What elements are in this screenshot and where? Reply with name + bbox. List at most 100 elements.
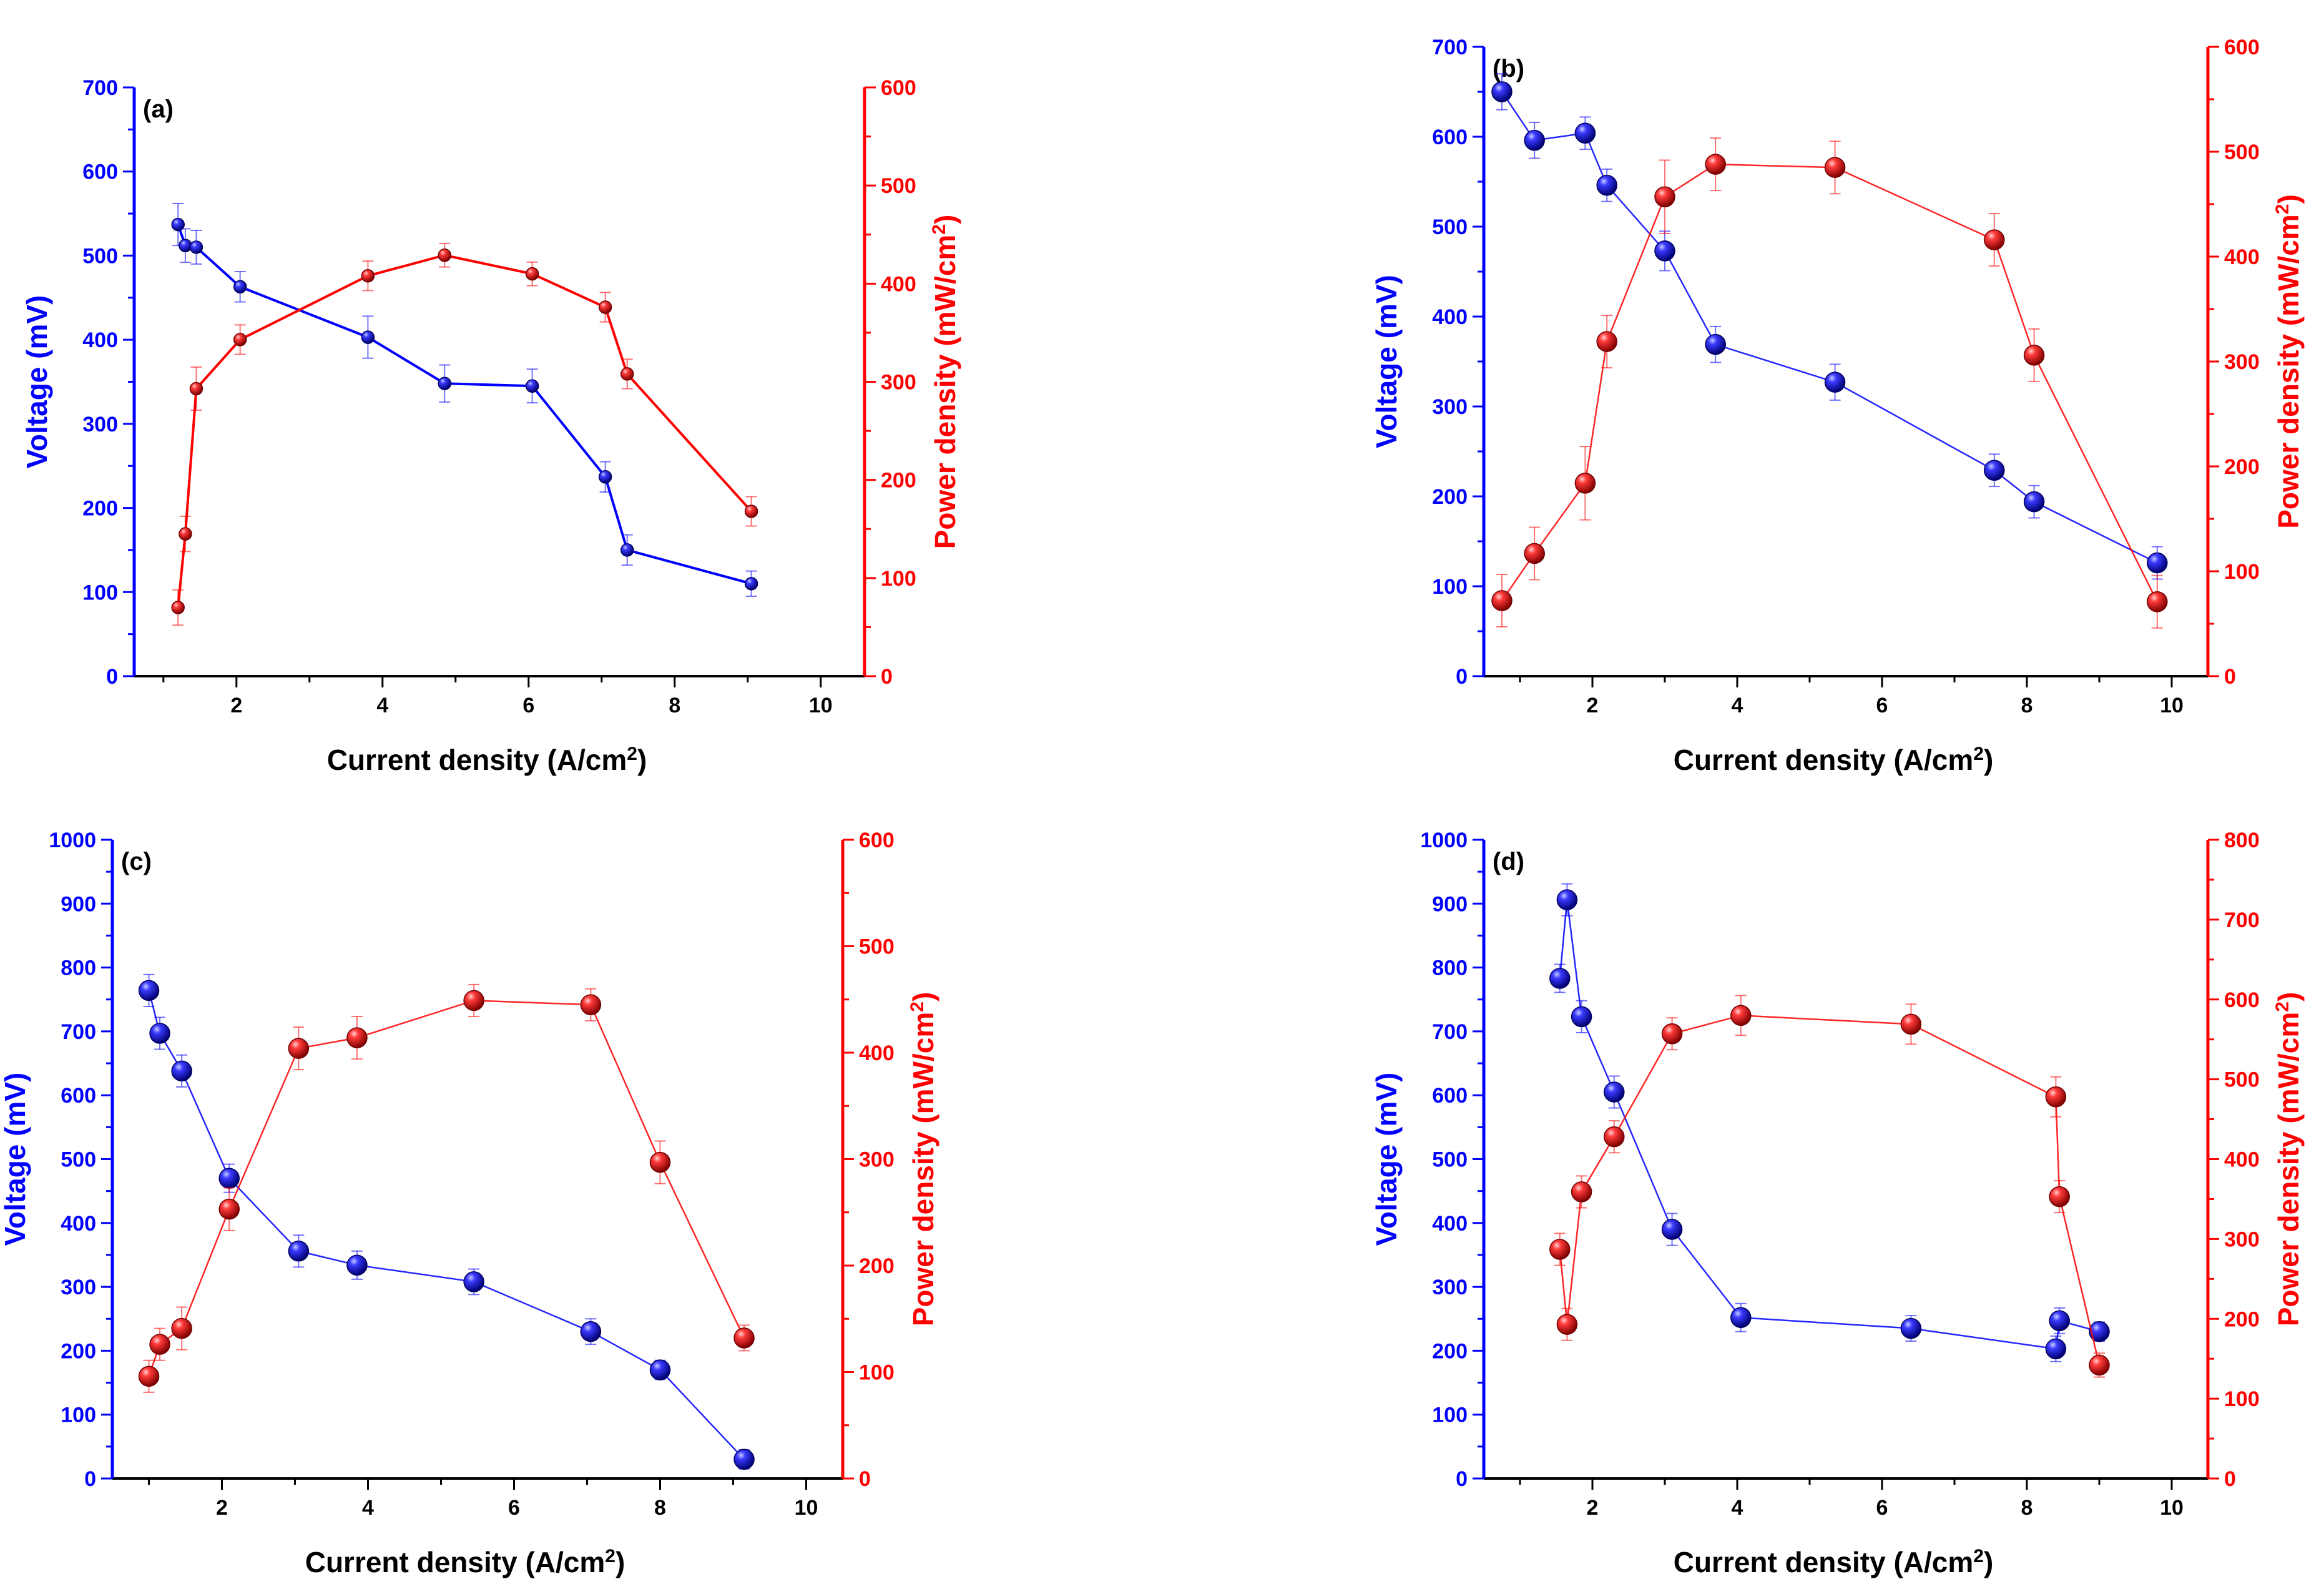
panel-label: (a) — [143, 96, 174, 123]
data-point-voltage — [1730, 1307, 1752, 1328]
data-point-power-density — [2089, 1354, 2110, 1376]
right-y-tick-label: 0 — [881, 665, 893, 689]
x-axis-title-text: Current density (A/cm — [1674, 1546, 1974, 1578]
data-point-power-density — [1705, 154, 1726, 175]
left-y-tick-label: 500 — [1432, 1148, 1468, 1172]
data-point-voltage — [2089, 1321, 2110, 1342]
series-line-power-density — [148, 1000, 745, 1377]
series-line-power-density — [1559, 1015, 2101, 1365]
x-axis-title: Current density (A/cm2) — [1674, 744, 1994, 777]
right-y-axis-title-text: Power density (mW/cm — [907, 1012, 939, 1327]
left-y-tick-label: 400 — [82, 328, 118, 352]
left-y-tick-label: 600 — [1432, 1084, 1468, 1108]
left-y-tick-label: 500 — [82, 244, 118, 268]
data-point-voltage — [1900, 1317, 1922, 1339]
data-point-power-density — [171, 1317, 192, 1339]
right-y-tick-label: 0 — [2224, 1467, 2236, 1491]
x-tick-label: 8 — [2021, 694, 2033, 717]
data-point-power-density — [2045, 1086, 2067, 1108]
series-power-density — [138, 983, 755, 1393]
left-y-axis-title: Voltage (mV) — [1370, 275, 1403, 448]
series-line-power-density — [1501, 163, 2158, 603]
data-point-voltage — [346, 1254, 368, 1276]
x-tick-label: 10 — [2160, 1496, 2184, 1520]
left-y-tick-label: 300 — [1432, 1276, 1468, 1299]
data-point-power-density — [1549, 1239, 1571, 1260]
left-y-axis-title: Voltage (mV) — [21, 295, 53, 469]
data-point-power-density — [189, 381, 203, 396]
data-point-voltage — [1571, 1006, 1592, 1028]
series-line-voltage — [1559, 900, 2100, 1350]
right-y-tick-label: 300 — [881, 371, 916, 395]
data-point-power-density — [218, 1198, 240, 1220]
x-axis-title-text: Current density (A/cm — [327, 744, 627, 776]
series-voltage — [138, 973, 755, 1470]
data-point-voltage — [525, 379, 539, 393]
right-y-axis-title-superscript: 2 — [929, 224, 949, 235]
data-point-voltage — [2045, 1338, 2067, 1360]
left-y-tick-label: 600 — [82, 160, 118, 184]
left-y-tick-label: 200 — [82, 497, 118, 521]
right-y-axis-title: Power density (mW/cm2) — [929, 215, 962, 549]
left-y-tick-label: 1000 — [1420, 829, 1468, 852]
x-axis-title-superscript: 2 — [605, 1546, 615, 1567]
left-y-tick-label: 900 — [1432, 892, 1468, 916]
left-y-tick-label: 700 — [61, 1020, 96, 1044]
x-axis-title-end: ) — [1984, 1546, 1993, 1578]
right-y-tick-label: 0 — [2224, 665, 2236, 689]
series-line-power-density — [177, 253, 753, 608]
data-point-power-density — [233, 333, 247, 347]
right-y-axis-title-end: ) — [907, 992, 939, 1001]
x-tick-label: 6 — [1876, 694, 1888, 717]
panel-label: (d) — [1493, 848, 1524, 875]
right-y-axis-title-end: ) — [2272, 992, 2305, 1001]
right-y-axis-title-superscript: 2 — [2272, 204, 2293, 215]
series-power-density — [1549, 995, 2110, 1378]
data-point-power-density — [1654, 186, 1675, 207]
right-y-tick-label: 200 — [881, 469, 916, 493]
right-y-tick-label: 0 — [859, 1467, 871, 1491]
left-y-tick-label: 300 — [82, 413, 118, 436]
data-point-power-density — [1574, 473, 1596, 494]
data-point-power-density — [1661, 1023, 1683, 1045]
data-point-voltage — [233, 280, 247, 294]
right-y-axis-title: Power density (mW/cm2) — [2272, 194, 2305, 529]
x-tick-label: 6 — [522, 694, 534, 717]
right-y-tick-label: 600 — [881, 76, 916, 100]
data-point-voltage — [1556, 889, 1578, 910]
data-point-voltage — [1824, 371, 1846, 393]
data-point-voltage — [744, 577, 758, 591]
right-y-tick-label: 100 — [2224, 1387, 2260, 1411]
x-tick-label: 4 — [1732, 694, 1743, 717]
x-tick-label: 2 — [230, 694, 242, 717]
data-point-voltage — [620, 543, 634, 557]
data-point-power-density — [463, 990, 484, 1011]
right-y-tick-label: 800 — [2224, 829, 2260, 852]
data-point-power-density — [1596, 331, 1617, 352]
data-point-power-density — [1491, 590, 1513, 611]
series-line-voltage — [1501, 91, 2158, 564]
left-y-tick-label: 200 — [1432, 485, 1468, 509]
data-point-voltage — [463, 1271, 484, 1292]
right-y-axis-title-text: Power density (mW/cm — [2272, 214, 2305, 529]
left-y-tick-label: 0 — [1456, 665, 1468, 689]
right-y-tick-label: 500 — [859, 935, 895, 959]
x-axis-title-superscript: 2 — [1973, 744, 1984, 764]
data-point-voltage — [361, 330, 375, 344]
left-y-tick-label: 100 — [1432, 1404, 1468, 1427]
right-y-tick-label: 600 — [2224, 988, 2260, 1012]
right-y-tick-label: 100 — [859, 1361, 895, 1385]
chart-panel-b: 2 4 6 8 100100200300400500600700010020030040… — [1370, 36, 2305, 776]
x-tick-label: 2 — [1587, 694, 1599, 717]
data-point-power-density — [2049, 1186, 2070, 1208]
data-point-voltage — [1705, 333, 1726, 355]
data-point-voltage — [2023, 491, 2045, 513]
panel-label: (b) — [1493, 55, 1524, 82]
series-voltage — [171, 202, 758, 598]
data-point-power-density — [1556, 1314, 1578, 1335]
left-y-tick-label: 600 — [61, 1084, 96, 1108]
data-point-power-density — [620, 367, 634, 381]
left-y-tick-label: 800 — [1432, 957, 1468, 980]
series-voltage — [1549, 883, 2110, 1362]
